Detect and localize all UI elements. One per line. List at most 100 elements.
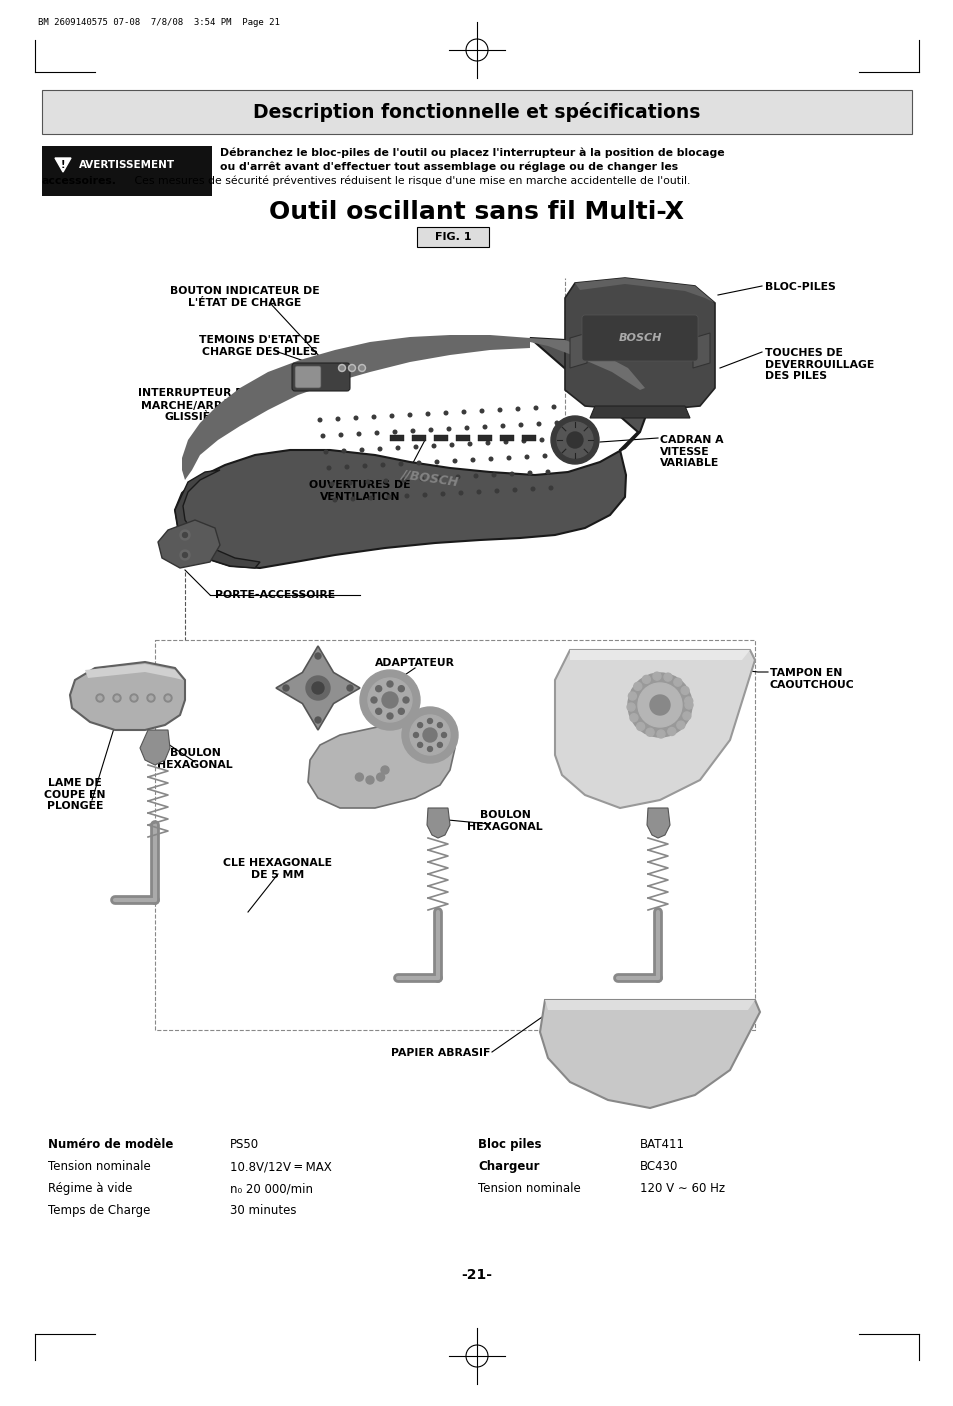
Circle shape [489,457,493,461]
Circle shape [549,486,552,489]
Text: //BOSCH: //BOSCH [400,468,459,488]
Circle shape [405,494,409,498]
Circle shape [180,530,190,540]
Circle shape [440,492,444,496]
Circle shape [368,678,412,723]
Polygon shape [569,650,749,659]
Circle shape [283,685,289,690]
Circle shape [436,742,442,748]
Circle shape [441,733,446,738]
Text: accessoires.: accessoires. [42,176,117,186]
Circle shape [456,475,459,479]
Circle shape [513,488,517,492]
Circle shape [423,494,426,496]
Circle shape [402,697,409,703]
Circle shape [375,686,381,692]
Circle shape [436,723,442,727]
Circle shape [371,697,376,703]
Circle shape [363,464,366,468]
Circle shape [338,364,345,371]
Polygon shape [575,278,714,304]
Circle shape [437,477,441,479]
Circle shape [539,439,543,441]
Circle shape [521,439,525,443]
Circle shape [663,673,671,681]
Circle shape [492,474,496,477]
Circle shape [652,672,660,681]
Circle shape [393,430,396,434]
Circle shape [115,696,119,700]
FancyBboxPatch shape [412,434,426,441]
Circle shape [641,675,650,683]
Circle shape [398,463,402,465]
Circle shape [387,713,393,718]
Text: PORTE-ACCESSOIRE: PORTE-ACCESSOIRE [214,591,335,600]
Text: BLOC-PILES: BLOC-PILES [764,283,835,292]
Circle shape [453,460,456,463]
Circle shape [321,434,324,437]
Circle shape [112,695,121,702]
Text: CLE HEXAGONALE
DE 5 MM: CLE HEXAGONALE DE 5 MM [223,858,333,880]
Circle shape [166,696,170,700]
Polygon shape [692,333,709,368]
Polygon shape [140,730,170,765]
Circle shape [312,682,324,695]
Polygon shape [158,520,220,568]
Circle shape [676,721,684,730]
Circle shape [417,723,422,727]
Circle shape [626,703,635,711]
Text: BOSCH: BOSCH [618,333,661,343]
Circle shape [657,730,664,738]
Polygon shape [589,406,689,418]
Circle shape [531,488,535,491]
Text: BAT411: BAT411 [639,1137,684,1152]
Circle shape [366,776,374,785]
Circle shape [130,695,138,702]
Polygon shape [275,645,359,730]
Text: !: ! [61,160,65,170]
FancyBboxPatch shape [521,434,536,441]
Text: 10.8V/12V ═ MAX: 10.8V/12V ═ MAX [230,1160,332,1173]
Text: OUVERTURES DE
VENTILATION: OUVERTURES DE VENTILATION [309,479,411,502]
Circle shape [411,429,415,433]
Text: PAPIER ABRASIF: PAPIER ABRASIF [390,1047,490,1057]
Polygon shape [174,337,647,568]
Circle shape [566,432,582,449]
Circle shape [667,727,675,735]
Circle shape [358,364,365,371]
Circle shape [528,471,531,475]
Polygon shape [70,662,185,730]
Polygon shape [308,720,455,808]
Circle shape [375,432,378,434]
Circle shape [422,728,436,742]
Circle shape [348,364,355,371]
Text: ou d'arrêt avant d'effectuer tout assemblage ou réglage ou de changer les: ou d'arrêt avant d'effectuer tout assemb… [220,162,678,172]
Circle shape [351,498,355,501]
Circle shape [335,418,339,420]
Circle shape [376,773,384,782]
Circle shape [314,717,320,723]
Circle shape [552,405,556,409]
Circle shape [182,553,188,558]
Circle shape [384,479,387,482]
Circle shape [426,412,430,416]
Circle shape [427,747,432,751]
Circle shape [355,773,363,782]
Text: Tension nominale: Tension nominale [48,1160,151,1173]
Text: TEMOINS D'ETAT DE
CHARGE DES PILES: TEMOINS D'ETAT DE CHARGE DES PILES [199,335,320,357]
Circle shape [366,481,370,484]
Circle shape [638,683,681,727]
Circle shape [398,709,404,714]
Circle shape [551,416,598,464]
Circle shape [381,463,384,467]
Text: INTERRUPTEUR DE
MARCHE/ARRÊT A
GLISSIÈRE: INTERRUPTEUR DE MARCHE/ARRÊT A GLISSIÈRE [138,388,252,422]
FancyBboxPatch shape [292,363,350,391]
Circle shape [461,411,465,413]
Circle shape [486,441,489,444]
Text: Tension nominale: Tension nominale [477,1182,580,1195]
Circle shape [356,432,360,436]
Circle shape [342,449,345,453]
Circle shape [333,498,336,502]
Circle shape [348,481,352,485]
Circle shape [684,702,692,709]
